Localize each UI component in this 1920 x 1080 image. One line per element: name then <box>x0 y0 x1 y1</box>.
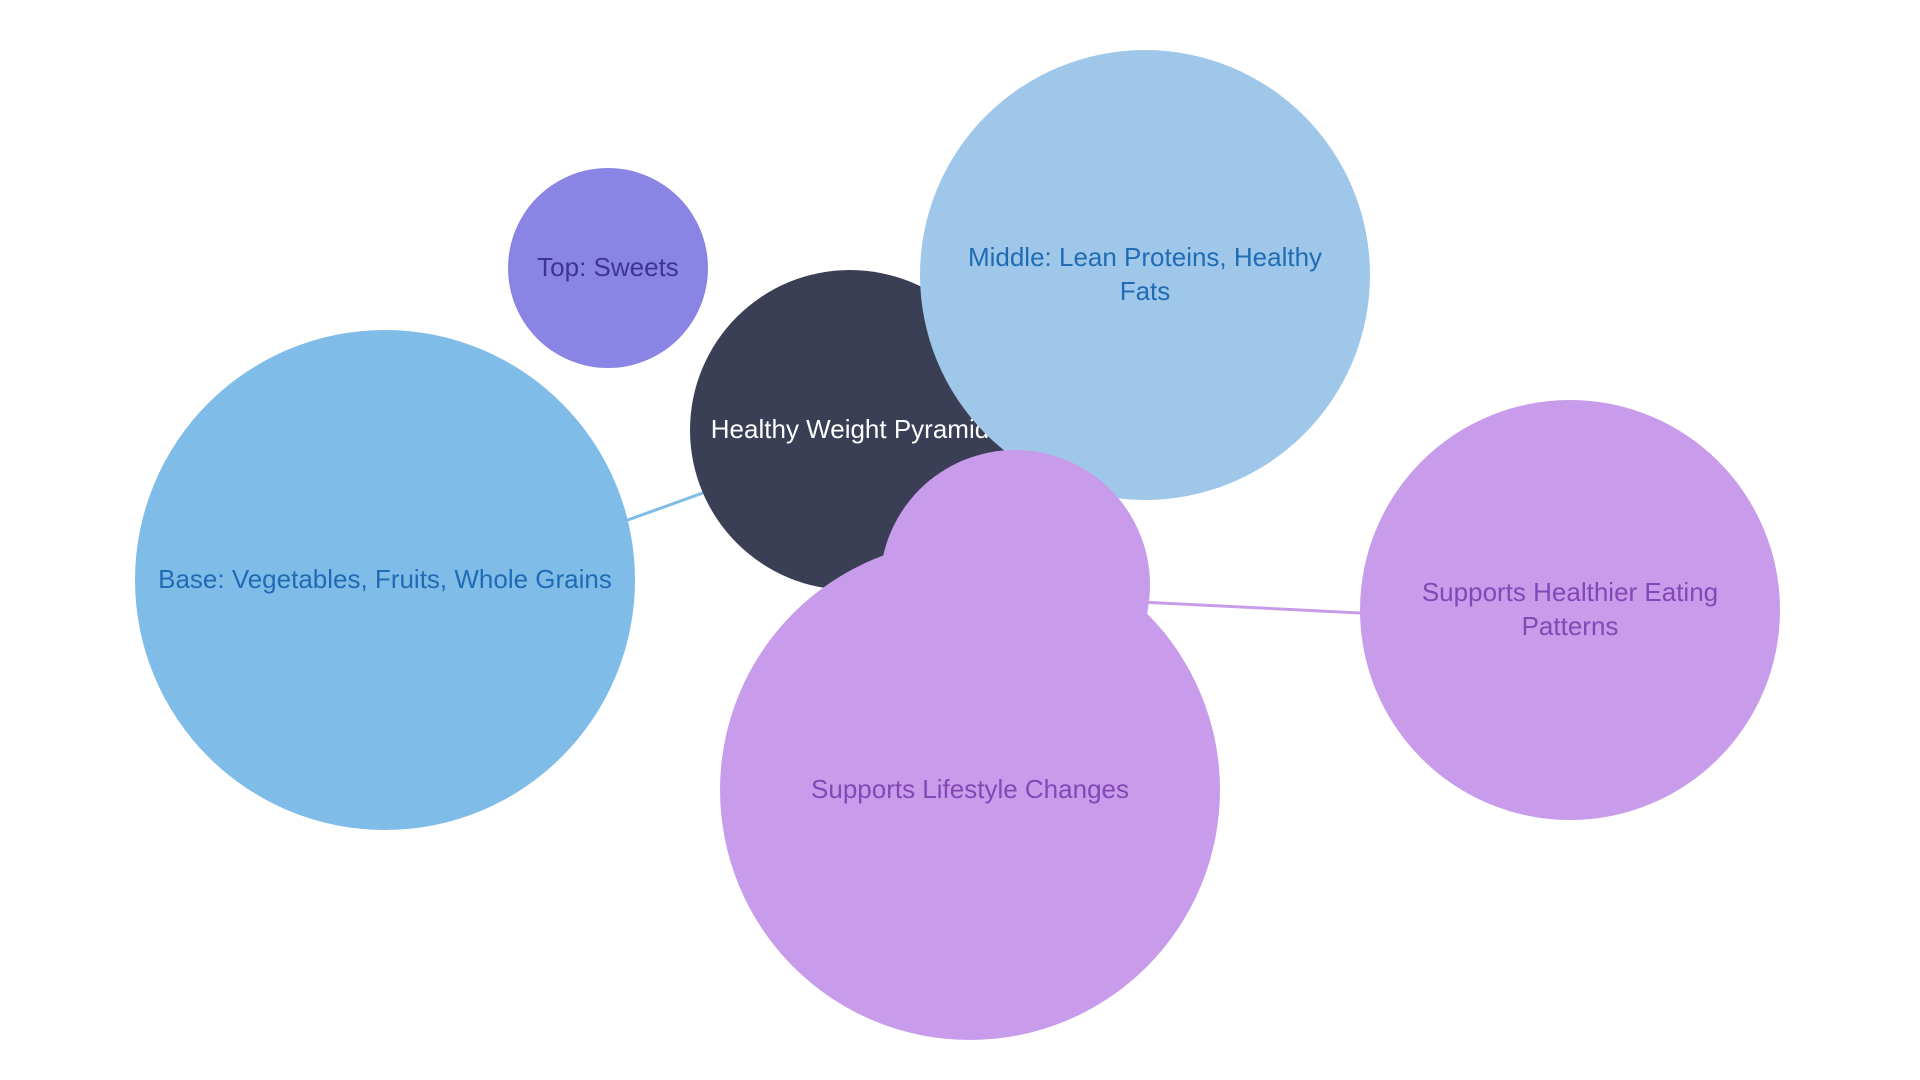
diagram-canvas: Healthy Weight Pyramid Top: Sweets Middl… <box>0 0 1920 1080</box>
node-label: Supports Lifestyle Changes <box>811 773 1129 807</box>
node-label: Supports Healthier Eating Patterns <box>1380 576 1760 644</box>
node-label: Base: Vegetables, Fruits, Whole Grains <box>158 563 612 597</box>
node-healthier-eating: Supports Healthier Eating Patterns <box>1360 400 1780 820</box>
node-label: Top: Sweets <box>537 251 679 285</box>
node-label: Healthy Weight Pyramid <box>711 413 989 447</box>
node-middle-proteins: Middle: Lean Proteins, Healthy Fats <box>920 50 1370 500</box>
node-top-sweets: Top: Sweets <box>508 168 708 368</box>
node-lifestyle-changes: Supports Lifestyle Changes <box>720 540 1220 1040</box>
node-base-vegetables: Base: Vegetables, Fruits, Whole Grains <box>135 330 635 830</box>
node-label: Middle: Lean Proteins, Healthy Fats <box>940 241 1350 309</box>
